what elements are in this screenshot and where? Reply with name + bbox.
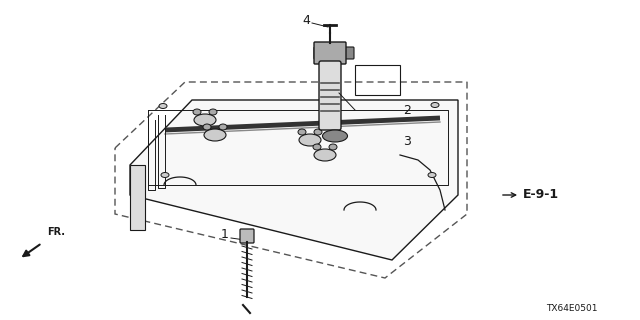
Ellipse shape <box>159 103 167 108</box>
Ellipse shape <box>194 114 216 126</box>
Ellipse shape <box>299 134 321 146</box>
Ellipse shape <box>204 129 226 141</box>
Text: 3: 3 <box>403 134 411 148</box>
Ellipse shape <box>329 144 337 150</box>
FancyBboxPatch shape <box>319 61 341 130</box>
Ellipse shape <box>323 130 348 142</box>
Ellipse shape <box>209 109 217 115</box>
Ellipse shape <box>428 172 436 178</box>
Ellipse shape <box>161 172 169 178</box>
FancyBboxPatch shape <box>240 229 254 243</box>
FancyBboxPatch shape <box>344 47 354 59</box>
Ellipse shape <box>219 124 227 130</box>
Ellipse shape <box>193 109 201 115</box>
Text: 2: 2 <box>403 103 411 116</box>
Ellipse shape <box>314 149 336 161</box>
FancyBboxPatch shape <box>314 47 324 59</box>
Polygon shape <box>130 165 145 230</box>
Text: TX64E0501: TX64E0501 <box>547 304 598 313</box>
Text: E-9-1: E-9-1 <box>523 188 559 202</box>
Polygon shape <box>130 100 458 260</box>
Text: 4: 4 <box>302 13 310 27</box>
Ellipse shape <box>203 124 211 130</box>
Ellipse shape <box>298 129 306 135</box>
Text: 1: 1 <box>221 228 229 242</box>
Ellipse shape <box>313 144 321 150</box>
Ellipse shape <box>314 129 322 135</box>
Ellipse shape <box>431 102 439 108</box>
FancyBboxPatch shape <box>314 42 346 64</box>
Text: FR.: FR. <box>47 227 65 237</box>
